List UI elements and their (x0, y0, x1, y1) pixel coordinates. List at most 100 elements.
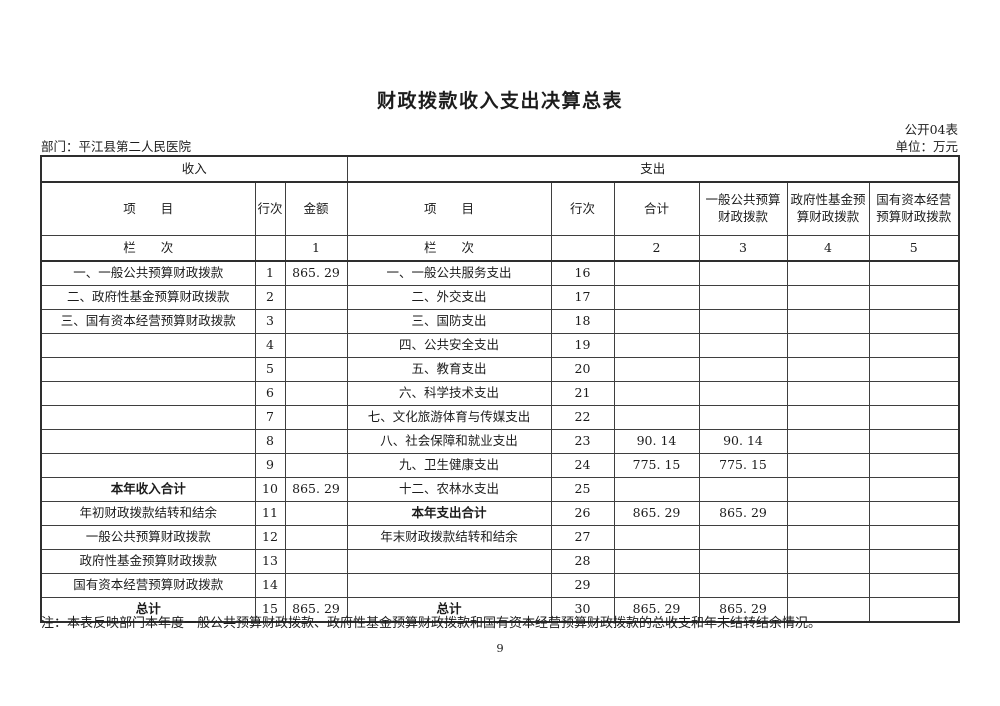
expense-govfund-cell (786, 429, 870, 454)
expense-item-cell: 三、国防支出 (346, 309, 552, 334)
income-line-cell: 5 (254, 357, 286, 382)
column-index-row: 栏 次 1 栏 次 2 3 4 5 (40, 235, 960, 262)
unit-label: 单位：万元 (895, 139, 958, 154)
income-item-cell: 二、政府性基金预算财政拨款 (40, 285, 256, 310)
expense-govfund-cell (786, 405, 870, 430)
table-row: 政府性基金预算财政拨款 13 28 (40, 549, 960, 574)
expense-item-cell: 本年支出合计 (346, 501, 552, 526)
income-amount-cell (284, 285, 348, 310)
income-line-cell: 1 (254, 260, 286, 286)
income-item-cell: 一、一般公共预算财政拨款 (40, 260, 256, 286)
table-row: 国有资本经营预算财政拨款 14 29 (40, 573, 960, 598)
expense-total-cell: 865. 29 (613, 597, 700, 623)
expense-general-cell (698, 477, 788, 502)
income-amount-cell (284, 405, 348, 430)
table-row: 总计 15 865. 29 总计 30 865. 29 865. 29 (40, 597, 960, 623)
expense-item-cell: 十二、农林水支出 (346, 477, 552, 502)
expense-general-cell: 865. 29 (698, 501, 788, 526)
expense-capital-cell (868, 285, 960, 310)
income-amount-cell (284, 525, 348, 550)
expense-item-cell: 五、教育支出 (346, 357, 552, 382)
expense-total-cell (613, 357, 700, 382)
expense-total-cell (613, 333, 700, 358)
income-amount-cell (284, 333, 348, 358)
expense-item-cell: 一、一般公共服务支出 (346, 260, 552, 286)
expense-capital-cell (868, 573, 960, 598)
expense-capital-cell (868, 381, 960, 406)
expense-capital-cell (868, 453, 960, 478)
expense-item-header: 项 目 (346, 181, 552, 236)
expense-line-cell: 27 (550, 525, 615, 550)
income-amount-cell (284, 309, 348, 334)
expense-total-cell (613, 285, 700, 310)
income-line-cell: 3 (254, 309, 286, 334)
expense-govfund-cell (786, 333, 870, 358)
income-amount-cell (284, 549, 348, 574)
expense-item-cell: 六、科学技术支出 (346, 381, 552, 406)
table-row: 二、政府性基金预算财政拨款 2 二、外交支出 17 (40, 285, 960, 310)
income-line-cell: 11 (254, 501, 286, 526)
expense-capital-cell (868, 549, 960, 574)
expense-total-cell: 775. 15 (613, 453, 700, 478)
expense-govfund-cell (786, 381, 870, 406)
expense-line-cell: 25 (550, 477, 615, 502)
expense-total-cell (613, 381, 700, 406)
expense-line-cell: 19 (550, 333, 615, 358)
expense-general-budget-header: 一般公共预算财政拨款 (698, 181, 788, 236)
expense-capital-cell (868, 405, 960, 430)
expense-general-cell (698, 333, 788, 358)
expense-state-capital-header: 国有资本经营预算财政拨款 (868, 181, 960, 236)
expense-capital-cell (868, 260, 960, 286)
expense-total-cell (613, 477, 700, 502)
page-title: 财政拨款收入支出决算总表 (376, 90, 623, 112)
expense-general-cell (698, 525, 788, 550)
expense-total-header: 合计 (613, 181, 700, 236)
expense-item-cell: 四、公共安全支出 (346, 333, 552, 358)
income-item-cell: 年初财政拨款结转和结余 (40, 501, 256, 526)
expense-item-cell (346, 549, 552, 574)
expense-line-cell: 20 (550, 357, 615, 382)
expense-govfund-cell (786, 453, 870, 478)
expense-govfund-cell (786, 309, 870, 334)
income-item-cell (40, 357, 256, 382)
income-line-header: 行次 (254, 181, 286, 236)
expense-general-cell: 90. 14 (698, 429, 788, 454)
expense-line-cell: 16 (550, 260, 615, 286)
table-row: 5 五、教育支出 20 (40, 357, 960, 382)
expense-govfund-cell (786, 597, 870, 623)
expense-general-cell: 865. 29 (698, 597, 788, 623)
expense-capital-cell (868, 333, 960, 358)
expense-total-cell (613, 549, 700, 574)
expense-general-cell (698, 573, 788, 598)
table-body: 一、一般公共预算财政拨款 1 865. 29 一、一般公共服务支出 16 二、政府性基金预… (40, 260, 960, 623)
table-row: 三、国有资本经营预算财政拨款 3 三、国防支出 18 (40, 309, 960, 334)
expense-govfund-cell (786, 477, 870, 502)
income-item-cell (40, 405, 256, 430)
expense-general-cell (698, 309, 788, 334)
table-row: 9 九、卫生健康支出 24 775. 15 775. 15 (40, 453, 960, 478)
expense-general-cell (698, 285, 788, 310)
table-row: 年初财政拨款结转和结余 11 本年支出合计 26 865. 29 865. 29 (40, 501, 960, 526)
expense-line-cell: 17 (550, 285, 615, 310)
expense-section-header: 支出 (346, 155, 960, 183)
income-index-amount: 1 (284, 235, 348, 262)
income-line-cell: 9 (254, 453, 286, 478)
income-item-cell (40, 333, 256, 358)
expense-general-cell (698, 549, 788, 574)
income-item-cell (40, 429, 256, 454)
income-line-cell: 10 (254, 477, 286, 502)
footnote: 注：本表反映部门本年度一般公共预算财政拨款、政府性基金预算财政拨款和国有资本经营… (41, 616, 822, 631)
expense-govfund-cell (786, 260, 870, 286)
expense-total-cell (613, 525, 700, 550)
income-item-header: 项 目 (40, 181, 256, 236)
table-row: 8 八、社会保障和就业支出 23 90. 14 90. 14 (40, 429, 960, 454)
column-header-row: 项 目 行次 金额 项 目 行次 合计 一般公共预算财政拨款 政府性基金预算财政… (40, 181, 960, 236)
table-row: 7 七、文化旅游体育与传媒支出 22 (40, 405, 960, 430)
income-section-header: 收入 (40, 155, 348, 183)
expense-capital-cell (868, 309, 960, 334)
expense-index-capital: 5 (868, 235, 960, 262)
income-index-label: 栏 次 (40, 235, 256, 262)
expense-total-cell (613, 573, 700, 598)
income-line-cell: 15 (254, 597, 286, 623)
table-code-label: 公开04表 (904, 122, 958, 137)
